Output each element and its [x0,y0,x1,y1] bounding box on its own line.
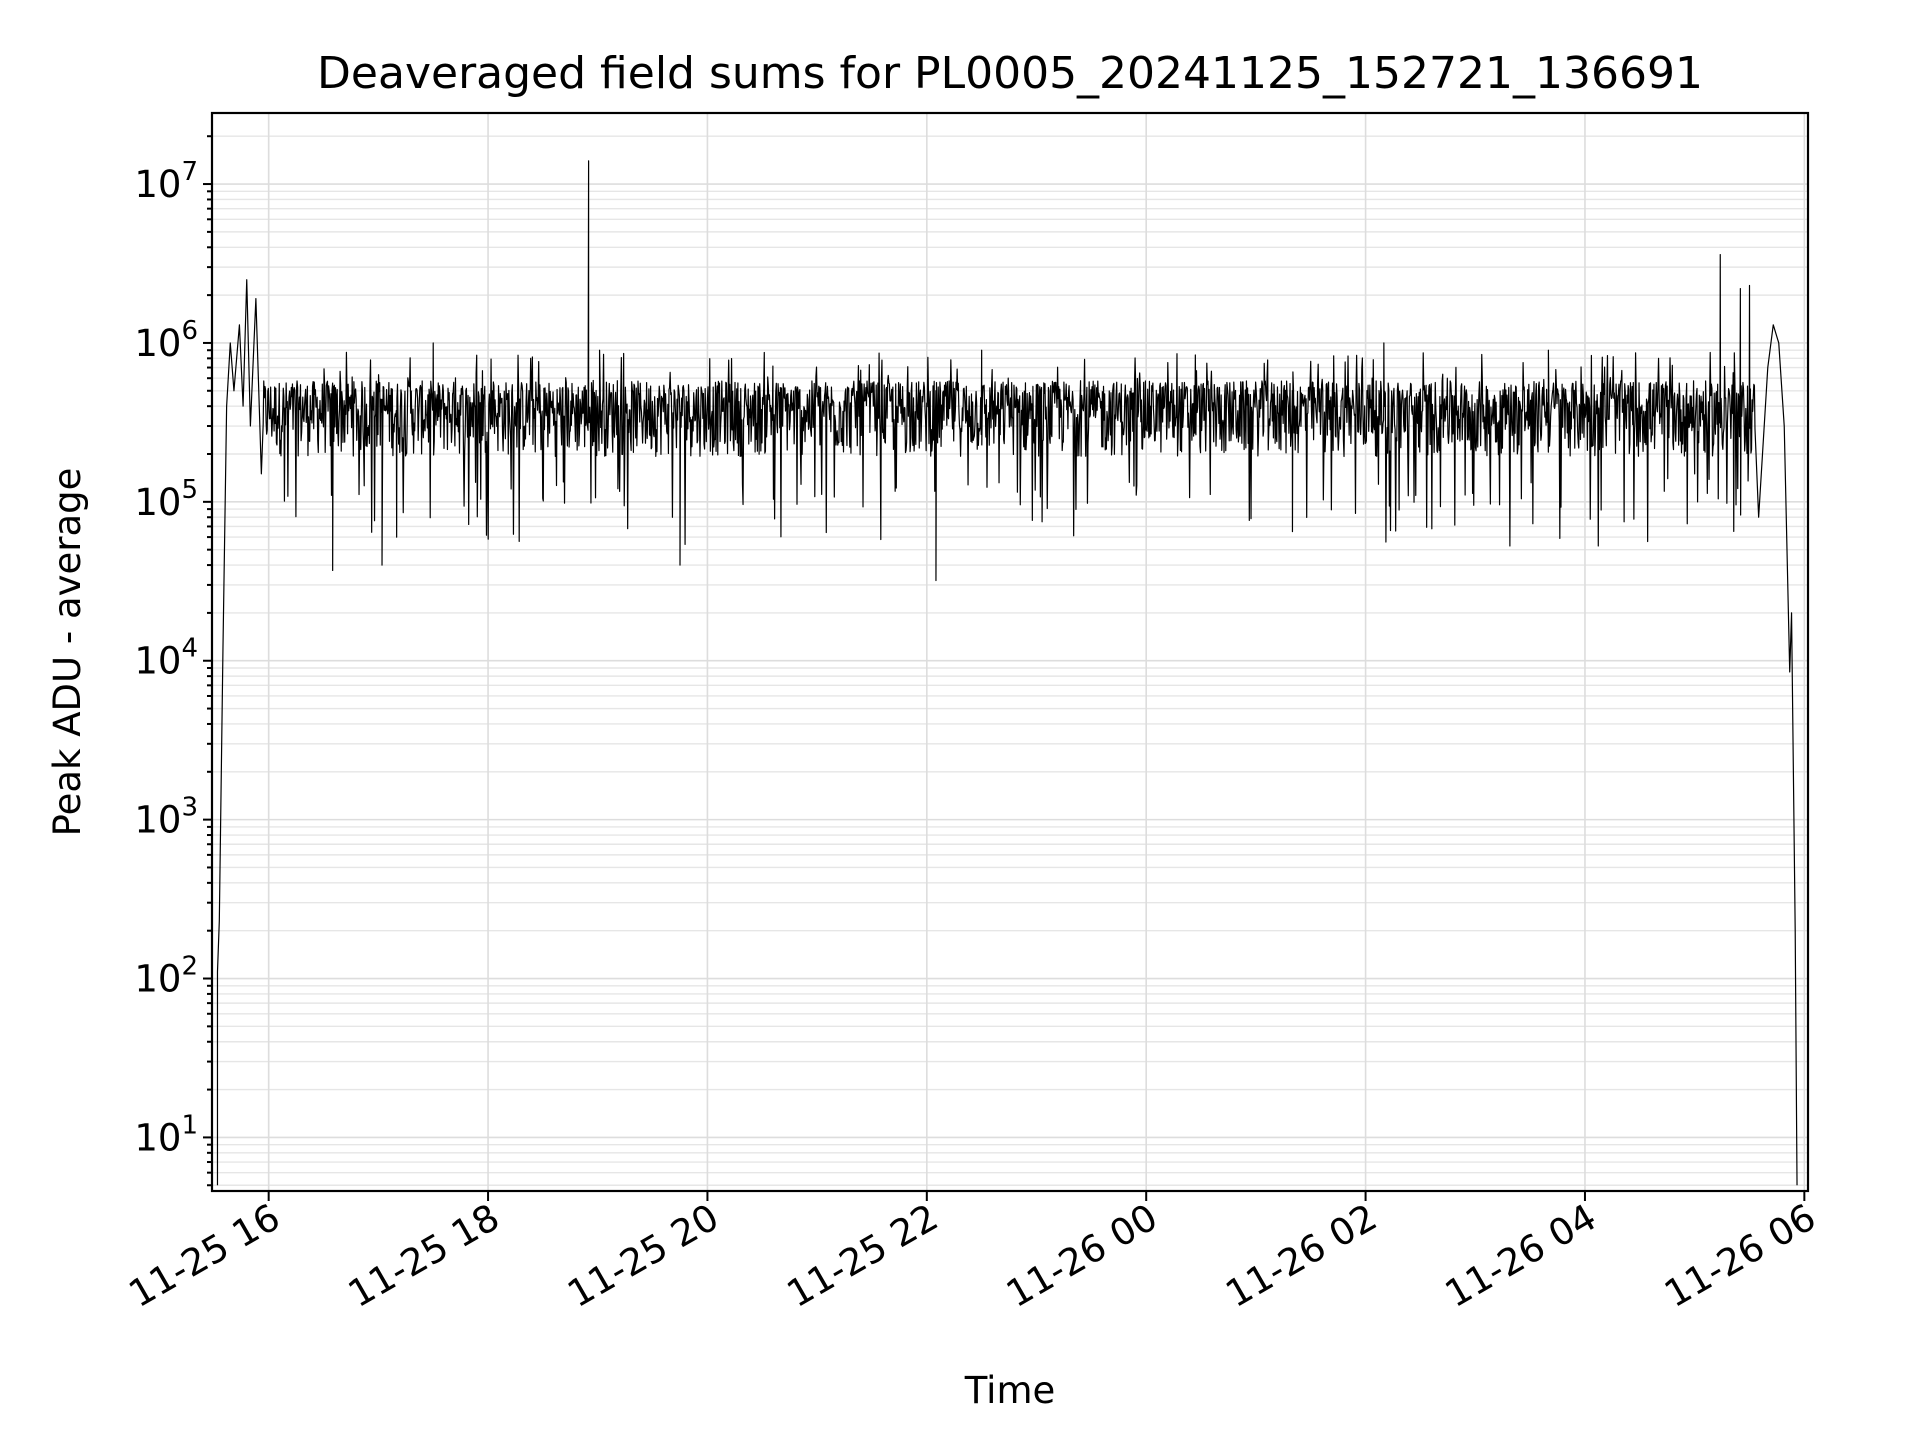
y-tick-label: 102 [134,952,198,1001]
y-axis-label: Peak ADU - average [46,468,89,837]
y-tick-label: 101 [134,1110,198,1159]
series-line [216,160,1798,1186]
y-axis-ticks: 101 102 103 104 105 106 107 [134,135,212,1187]
series-layer [216,160,1798,1186]
x-axis-label: Time [964,1369,1056,1412]
plot-frame [210,111,1810,1193]
y-tick-label: 103 [134,793,198,842]
y-tick-label: 106 [134,316,198,365]
y-tick-label: 105 [134,475,198,524]
y-tick-label: 107 [134,157,198,206]
chart-title: Deaveraged field sums for PL0005_2024112… [317,48,1703,99]
y-tick-label: 104 [134,634,198,683]
